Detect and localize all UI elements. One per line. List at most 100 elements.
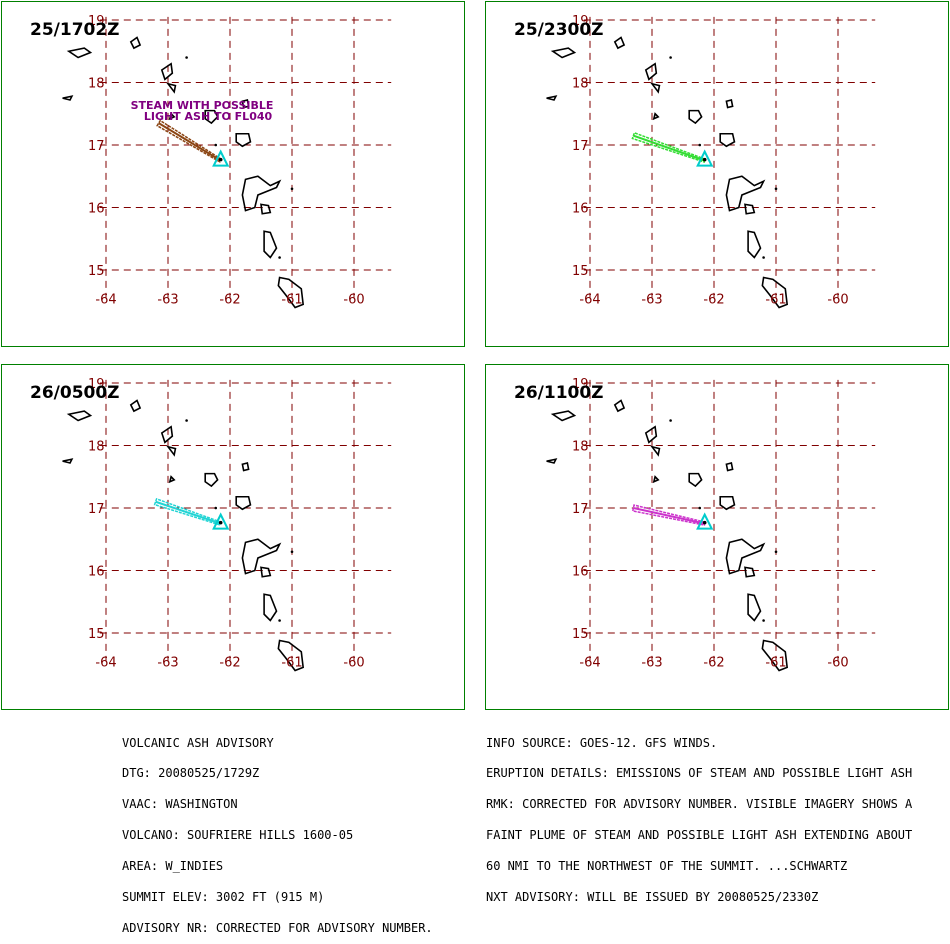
island-outline bbox=[204, 109, 219, 125]
island-outline bbox=[129, 36, 142, 50]
map-canvas: 19 18 17 16 15 -64 -63 -62 -61 -60 bbox=[546, 14, 876, 309]
lon-tick-label: -61 bbox=[765, 655, 786, 670]
volcano-summit-dot bbox=[218, 157, 223, 162]
lat-tick-label: 16 bbox=[572, 565, 589, 580]
lat-tick-label: 15 bbox=[88, 627, 105, 642]
island-outline bbox=[260, 566, 272, 578]
island-outline bbox=[744, 566, 756, 578]
island-dot bbox=[290, 187, 294, 191]
map-panel-4: 19 18 17 16 15 -64 -63 -62 -61 -60 26/1100Z bbox=[485, 364, 949, 710]
lon-tick-label: -62 bbox=[703, 655, 724, 670]
advisory-line: ERUPTION DETAILS: EMISSIONS OF STEAM AND… bbox=[486, 766, 913, 781]
map-panel-2: 19 18 17 16 15 -64 -63 -62 -61 -60 25/2300Z bbox=[485, 1, 949, 347]
advisory-left-text: VOLCANIC ASH ADVISORY DTG: 20080525/1729… bbox=[122, 717, 433, 944]
island-outline bbox=[62, 458, 74, 464]
island-outline bbox=[204, 472, 219, 488]
lat-tick-label: 18 bbox=[572, 440, 589, 455]
lon-tick-label: -60 bbox=[827, 292, 848, 307]
island-dot bbox=[214, 143, 218, 147]
ash-plume-outline bbox=[156, 119, 223, 163]
island-outline bbox=[241, 538, 282, 575]
advisory-line: RMK: CORRECTED FOR ADVISORY NUMBER. VISI… bbox=[486, 797, 913, 812]
island-outline bbox=[761, 276, 789, 309]
lat-tick-label: 15 bbox=[572, 627, 589, 642]
lon-tick-label: -62 bbox=[219, 292, 240, 307]
island-outline bbox=[546, 95, 558, 101]
plume-annotation: LIGHT ASH TO FL040 bbox=[144, 110, 273, 123]
lon-tick-label: -61 bbox=[281, 292, 302, 307]
volcano-marker-icon bbox=[696, 149, 714, 167]
island-dot bbox=[762, 619, 765, 622]
island-outline bbox=[652, 112, 660, 121]
lon-tick-label: -60 bbox=[827, 655, 848, 670]
map-canvas: 19 18 17 16 15 -64 -63 -62 -61 -60 STEAM WITH POSS… bbox=[62, 14, 392, 309]
lon-tick-label: -63 bbox=[157, 292, 178, 307]
island-outline bbox=[719, 495, 736, 511]
island-outline bbox=[688, 472, 703, 488]
island-outline bbox=[168, 475, 176, 484]
lon-tick-label: -62 bbox=[703, 292, 724, 307]
island-outline bbox=[725, 99, 734, 109]
island-dot bbox=[698, 143, 702, 147]
lat-tick-label: 16 bbox=[88, 565, 105, 580]
island-dot bbox=[774, 187, 778, 191]
island-outline bbox=[263, 593, 278, 622]
island-outline bbox=[165, 82, 177, 94]
island-outline bbox=[613, 399, 626, 413]
panel-time-label: 25/2300Z bbox=[514, 20, 604, 40]
island-outline bbox=[165, 445, 177, 457]
advisory-line: NXT ADVISORY: WILL BE ISSUED BY 20080525… bbox=[486, 890, 819, 905]
island-outline bbox=[719, 132, 736, 148]
island-outline bbox=[644, 62, 658, 81]
island-outline bbox=[241, 175, 282, 212]
island-dot bbox=[214, 506, 218, 510]
volcano-marker-icon bbox=[696, 512, 714, 530]
lat-tick-label: 17 bbox=[572, 139, 589, 154]
island-dot bbox=[669, 56, 672, 59]
island-dot bbox=[185, 419, 188, 422]
lat-tick-label: 15 bbox=[88, 264, 105, 279]
advisory-line: VAAC: WASHINGTON bbox=[122, 797, 238, 812]
advisory-right-text: INFO SOURCE: GOES-12. GFS WINDS. ERUPTIO… bbox=[486, 717, 912, 913]
lat-tick-label: 18 bbox=[88, 77, 105, 92]
volcano-summit-dot bbox=[218, 520, 223, 525]
advisory-line: AREA: W_INDIES bbox=[122, 859, 224, 874]
lon-tick-label: -63 bbox=[641, 655, 662, 670]
advisory-line: 60 NMI TO THE NORTHWEST OF THE SUMMIT. .… bbox=[486, 859, 848, 874]
lon-tick-label: -61 bbox=[765, 292, 786, 307]
plume-annotation: STEAM WITH POSSIBLE bbox=[131, 99, 274, 112]
volcano-marker-icon bbox=[212, 149, 230, 167]
advisory-line: SUMMIT ELEV: 3002 FT (915 M) bbox=[122, 890, 325, 905]
lat-tick-label: 19 bbox=[572, 14, 589, 29]
lat-tick-label: 16 bbox=[572, 202, 589, 217]
island-dot bbox=[774, 550, 778, 554]
lon-tick-label: -63 bbox=[157, 655, 178, 670]
island-outline bbox=[725, 462, 734, 472]
lat-tick-label: 19 bbox=[572, 377, 589, 392]
island-outline bbox=[160, 425, 174, 444]
island-dot bbox=[698, 506, 702, 510]
panel-time-label: 26/1100Z bbox=[514, 383, 604, 403]
island-outline bbox=[744, 203, 756, 215]
lat-tick-label: 17 bbox=[88, 502, 105, 517]
lon-tick-label: -64 bbox=[579, 292, 600, 307]
island-outline bbox=[66, 47, 93, 59]
island-outline bbox=[235, 495, 252, 511]
island-outline bbox=[725, 538, 766, 575]
island-outline bbox=[688, 109, 703, 125]
island-outline bbox=[649, 82, 661, 94]
island-outline bbox=[644, 425, 658, 444]
lon-tick-label: -63 bbox=[641, 292, 662, 307]
island-outline bbox=[168, 112, 176, 121]
island-outline bbox=[277, 276, 305, 309]
island-outline bbox=[235, 132, 252, 148]
advisory-line: DTG: 20080525/1729Z bbox=[122, 766, 260, 781]
island-outline bbox=[747, 593, 762, 622]
island-dot bbox=[278, 619, 281, 622]
volcano-summit-dot bbox=[702, 157, 707, 162]
island-outline bbox=[241, 99, 250, 109]
island-outline bbox=[129, 399, 142, 413]
lon-tick-label: -64 bbox=[95, 655, 116, 670]
island-outline bbox=[550, 47, 577, 59]
lat-tick-label: 19 bbox=[88, 377, 105, 392]
